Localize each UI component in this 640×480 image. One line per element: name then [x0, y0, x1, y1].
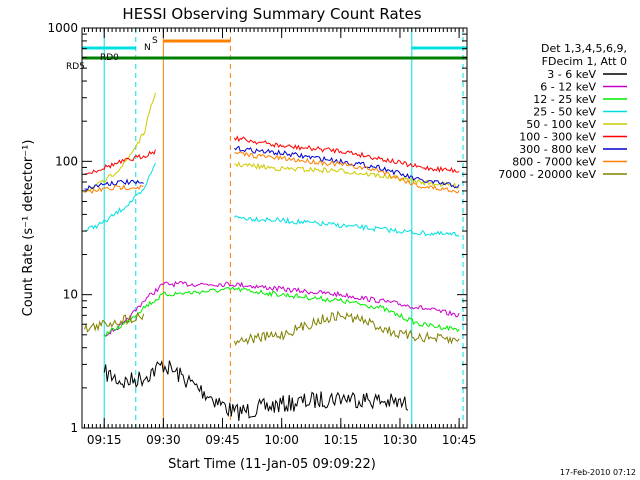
series-line: [84, 178, 144, 191]
x-tick-label: 10:45: [442, 433, 477, 447]
legend-entry: 12 - 25 keV: [533, 93, 596, 106]
legend-entry: 25 - 50 keV: [533, 106, 596, 119]
x-tick-label: 09:15: [87, 433, 122, 447]
status-flag-label: RD0: [100, 53, 119, 63]
series-line: [103, 281, 460, 337]
legend-entry: 800 - 7000 keV: [512, 156, 596, 169]
series-line: [103, 359, 409, 422]
legend-entry: 6 - 12 keV: [540, 81, 596, 94]
plot-frame: [81, 27, 468, 429]
series-line: [84, 149, 156, 175]
series-line: [234, 151, 460, 194]
x-tick-label: 09:30: [146, 433, 181, 447]
x-tick-label: 10:00: [264, 433, 299, 447]
series-line: [84, 92, 156, 193]
y-tick-label: 10: [63, 288, 78, 302]
legend-header: Det 1,3,4,5,6,9,: [541, 42, 627, 55]
y-tick-label: 100: [55, 154, 78, 168]
legend-entry: 300 - 800 keV: [519, 143, 596, 156]
legend-header: FDecim 1, Att 0: [542, 55, 627, 68]
y-axis-label: Count Rate (s⁻¹ detector⁻¹): [21, 140, 36, 317]
x-tick-label: 10:15: [324, 433, 359, 447]
legend-entry: 7000 - 20000 keV: [498, 168, 596, 181]
series-line: [84, 311, 145, 333]
series-line: [233, 145, 460, 189]
x-tick-label: 09:45: [205, 433, 240, 447]
legend-entry: 3 - 6 keV: [547, 68, 596, 81]
series-line: [84, 162, 156, 232]
series-line: [84, 184, 144, 194]
y-tick-label: 1000: [47, 21, 78, 35]
legend-entry: 100 - 300 keV: [519, 131, 596, 144]
y-tick-label: 1: [70, 421, 78, 435]
date-stamp: 17-Feb-2010 07:12: [560, 468, 636, 477]
status-flag-label: RD5: [66, 62, 85, 72]
status-flag-label: N: [144, 43, 151, 53]
legend-entry: 50 - 100 keV: [526, 118, 596, 131]
x-tick-label: 10:30: [383, 433, 418, 447]
series-line: [103, 286, 460, 338]
series-line: [234, 160, 460, 189]
x-axis-label: Start Time (11-Jan-05 09:09:22): [168, 457, 376, 472]
status-flag-label: S: [152, 36, 158, 46]
series-line: [233, 135, 460, 174]
series-line: [233, 215, 460, 237]
series-line: [233, 310, 460, 347]
chart-title: HESSI Observing Summary Count Rates: [122, 5, 421, 23]
